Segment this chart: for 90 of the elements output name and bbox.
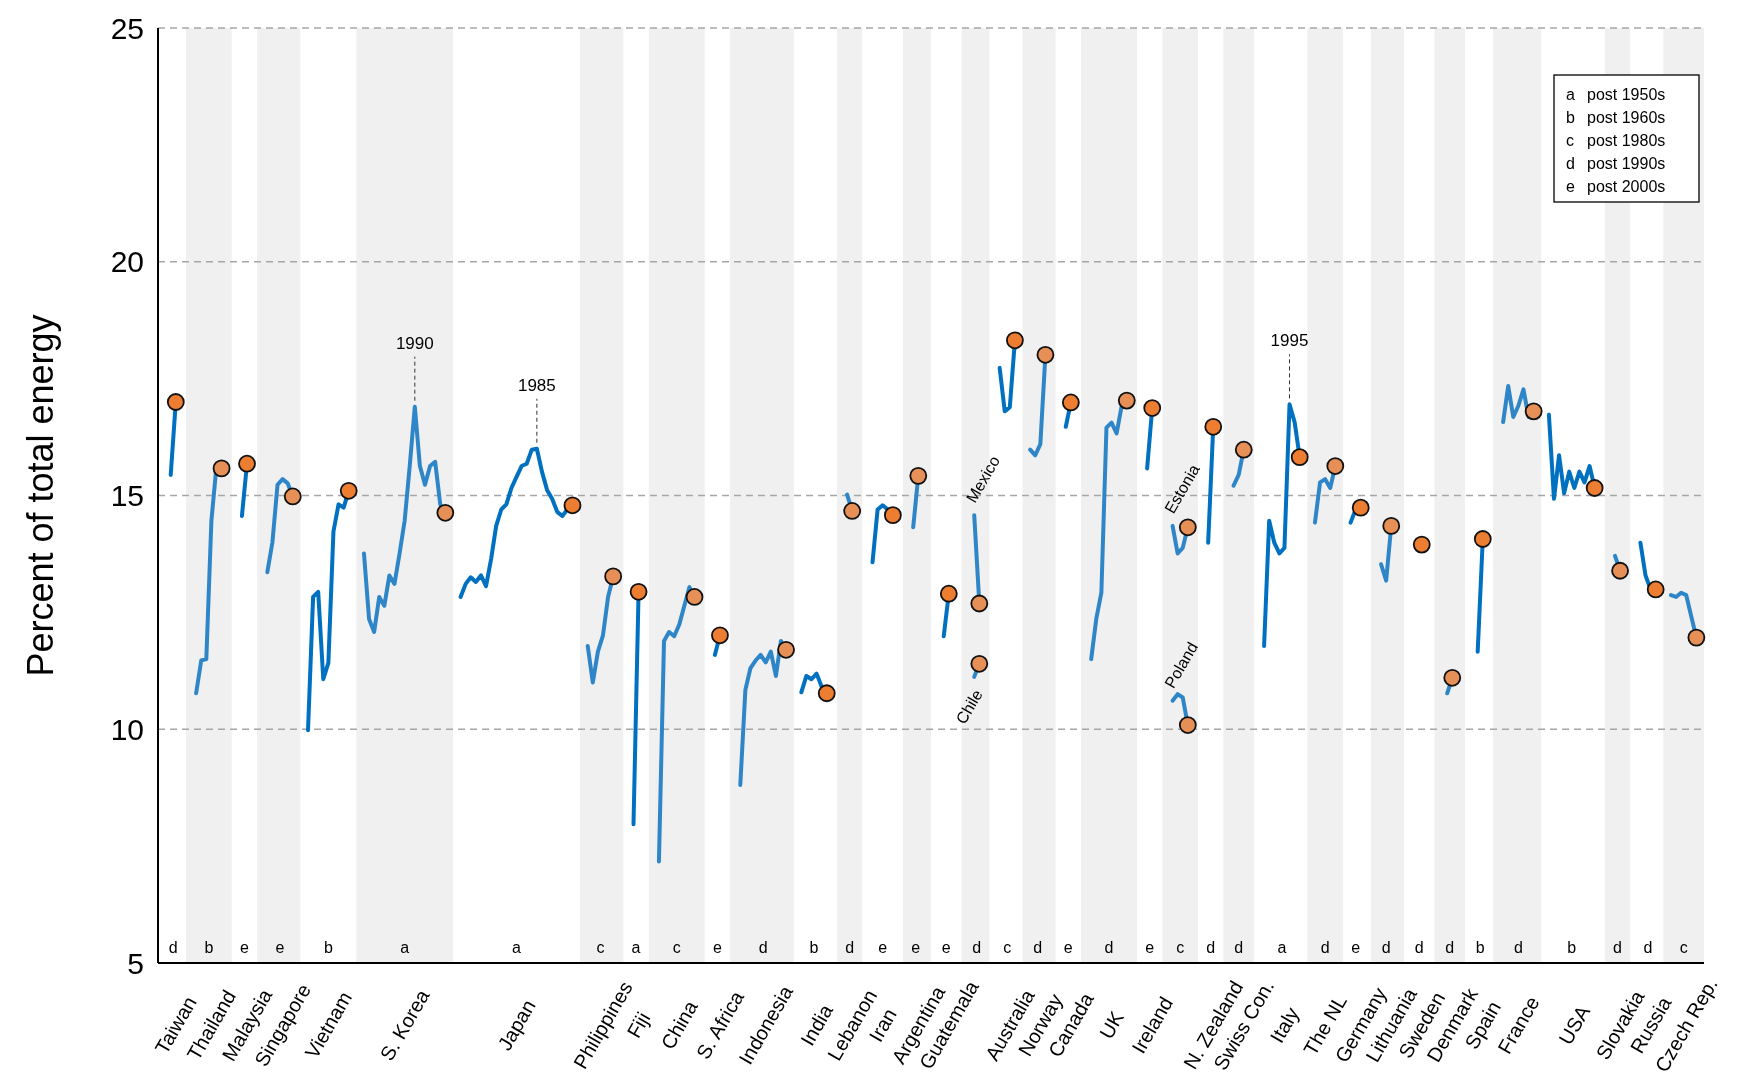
annotation: d post 1990s (1566, 155, 1666, 172)
annotation: d (1414, 939, 1424, 956)
point (777, 640, 795, 659)
annotation: 1995 (1270, 331, 1309, 351)
annotation: c (1679, 939, 1688, 956)
annotation: d (972, 939, 982, 956)
annotation: d (1104, 939, 1114, 956)
point (1473, 530, 1492, 548)
point (166, 393, 185, 411)
point (629, 582, 648, 601)
annotation: e (941, 939, 951, 956)
point (1611, 561, 1629, 580)
annotation: a (512, 939, 522, 956)
annotation: d (1643, 939, 1653, 956)
annotation: c (672, 939, 681, 956)
annotation: e (1145, 939, 1155, 956)
point (339, 481, 358, 500)
x-tick-label: UK (1095, 1006, 1129, 1043)
annotation: e (878, 939, 888, 956)
point (1178, 518, 1197, 537)
point (970, 654, 989, 673)
point (212, 459, 231, 478)
point (238, 454, 256, 473)
y-tick-label: 5 (127, 946, 144, 980)
point (1036, 345, 1055, 364)
point (1234, 440, 1253, 459)
point (685, 588, 704, 606)
point (436, 503, 455, 522)
point (1143, 399, 1162, 417)
point (1382, 516, 1401, 535)
annotation: e (240, 939, 249, 956)
point (883, 506, 902, 525)
annotation: d (845, 939, 855, 956)
annotation: e (1351, 939, 1361, 956)
annotation: c (1003, 939, 1012, 956)
point (1006, 331, 1024, 350)
point (604, 567, 623, 586)
annotation: a (400, 939, 410, 956)
point (711, 626, 729, 645)
annotation: 1990 (395, 333, 434, 353)
point (1204, 417, 1223, 436)
annotation: d (1381, 939, 1391, 956)
y-tick-label: 20 (110, 245, 144, 279)
annotation: b (1475, 939, 1485, 956)
annotation: b post 1960s (1566, 109, 1666, 126)
point (1412, 535, 1431, 554)
annotation: d (1513, 939, 1523, 956)
annotation: b (809, 939, 819, 956)
annotation: d (758, 939, 768, 956)
y-tick-label: 25 (110, 11, 144, 45)
point (970, 594, 989, 613)
annotation: b (204, 939, 214, 956)
point (909, 466, 928, 485)
point (939, 584, 958, 603)
annotation: a (1277, 939, 1287, 956)
annotation: e (1063, 939, 1073, 956)
point (1290, 448, 1309, 467)
point (1351, 498, 1370, 517)
annotation: d (168, 939, 178, 956)
annotation: d (1033, 939, 1043, 956)
annotation: a post 1950s (1566, 86, 1666, 103)
annotation: d (1234, 939, 1244, 956)
annotation: d (1320, 939, 1330, 956)
point (817, 684, 836, 703)
point (1117, 391, 1136, 410)
y-tick-label: 15 (110, 479, 144, 512)
point (1178, 716, 1197, 734)
annotation: c (596, 939, 605, 956)
point (1524, 402, 1543, 421)
point (843, 502, 862, 520)
annotation: 1985 (517, 375, 556, 395)
annotation: e (712, 939, 722, 956)
point (563, 496, 582, 515)
annotation: c (1176, 939, 1185, 956)
annotation: d (1445, 939, 1455, 956)
annotation: b (323, 939, 333, 956)
point (1061, 393, 1080, 412)
point (1585, 479, 1604, 497)
annotation: e post 2000s (1566, 178, 1666, 195)
annotation: d (1613, 939, 1622, 956)
annotation: e (275, 939, 285, 956)
annotation: b (1567, 939, 1577, 956)
point (283, 487, 302, 506)
annotation: c post 1980s (1566, 132, 1666, 149)
annotation: d (1206, 939, 1216, 956)
y-tick-label: 10 (110, 712, 144, 746)
point (1646, 580, 1665, 599)
y-axis-title: Percent of total energy (20, 314, 61, 677)
annotation: a (631, 939, 641, 956)
annotation: e (911, 939, 921, 956)
